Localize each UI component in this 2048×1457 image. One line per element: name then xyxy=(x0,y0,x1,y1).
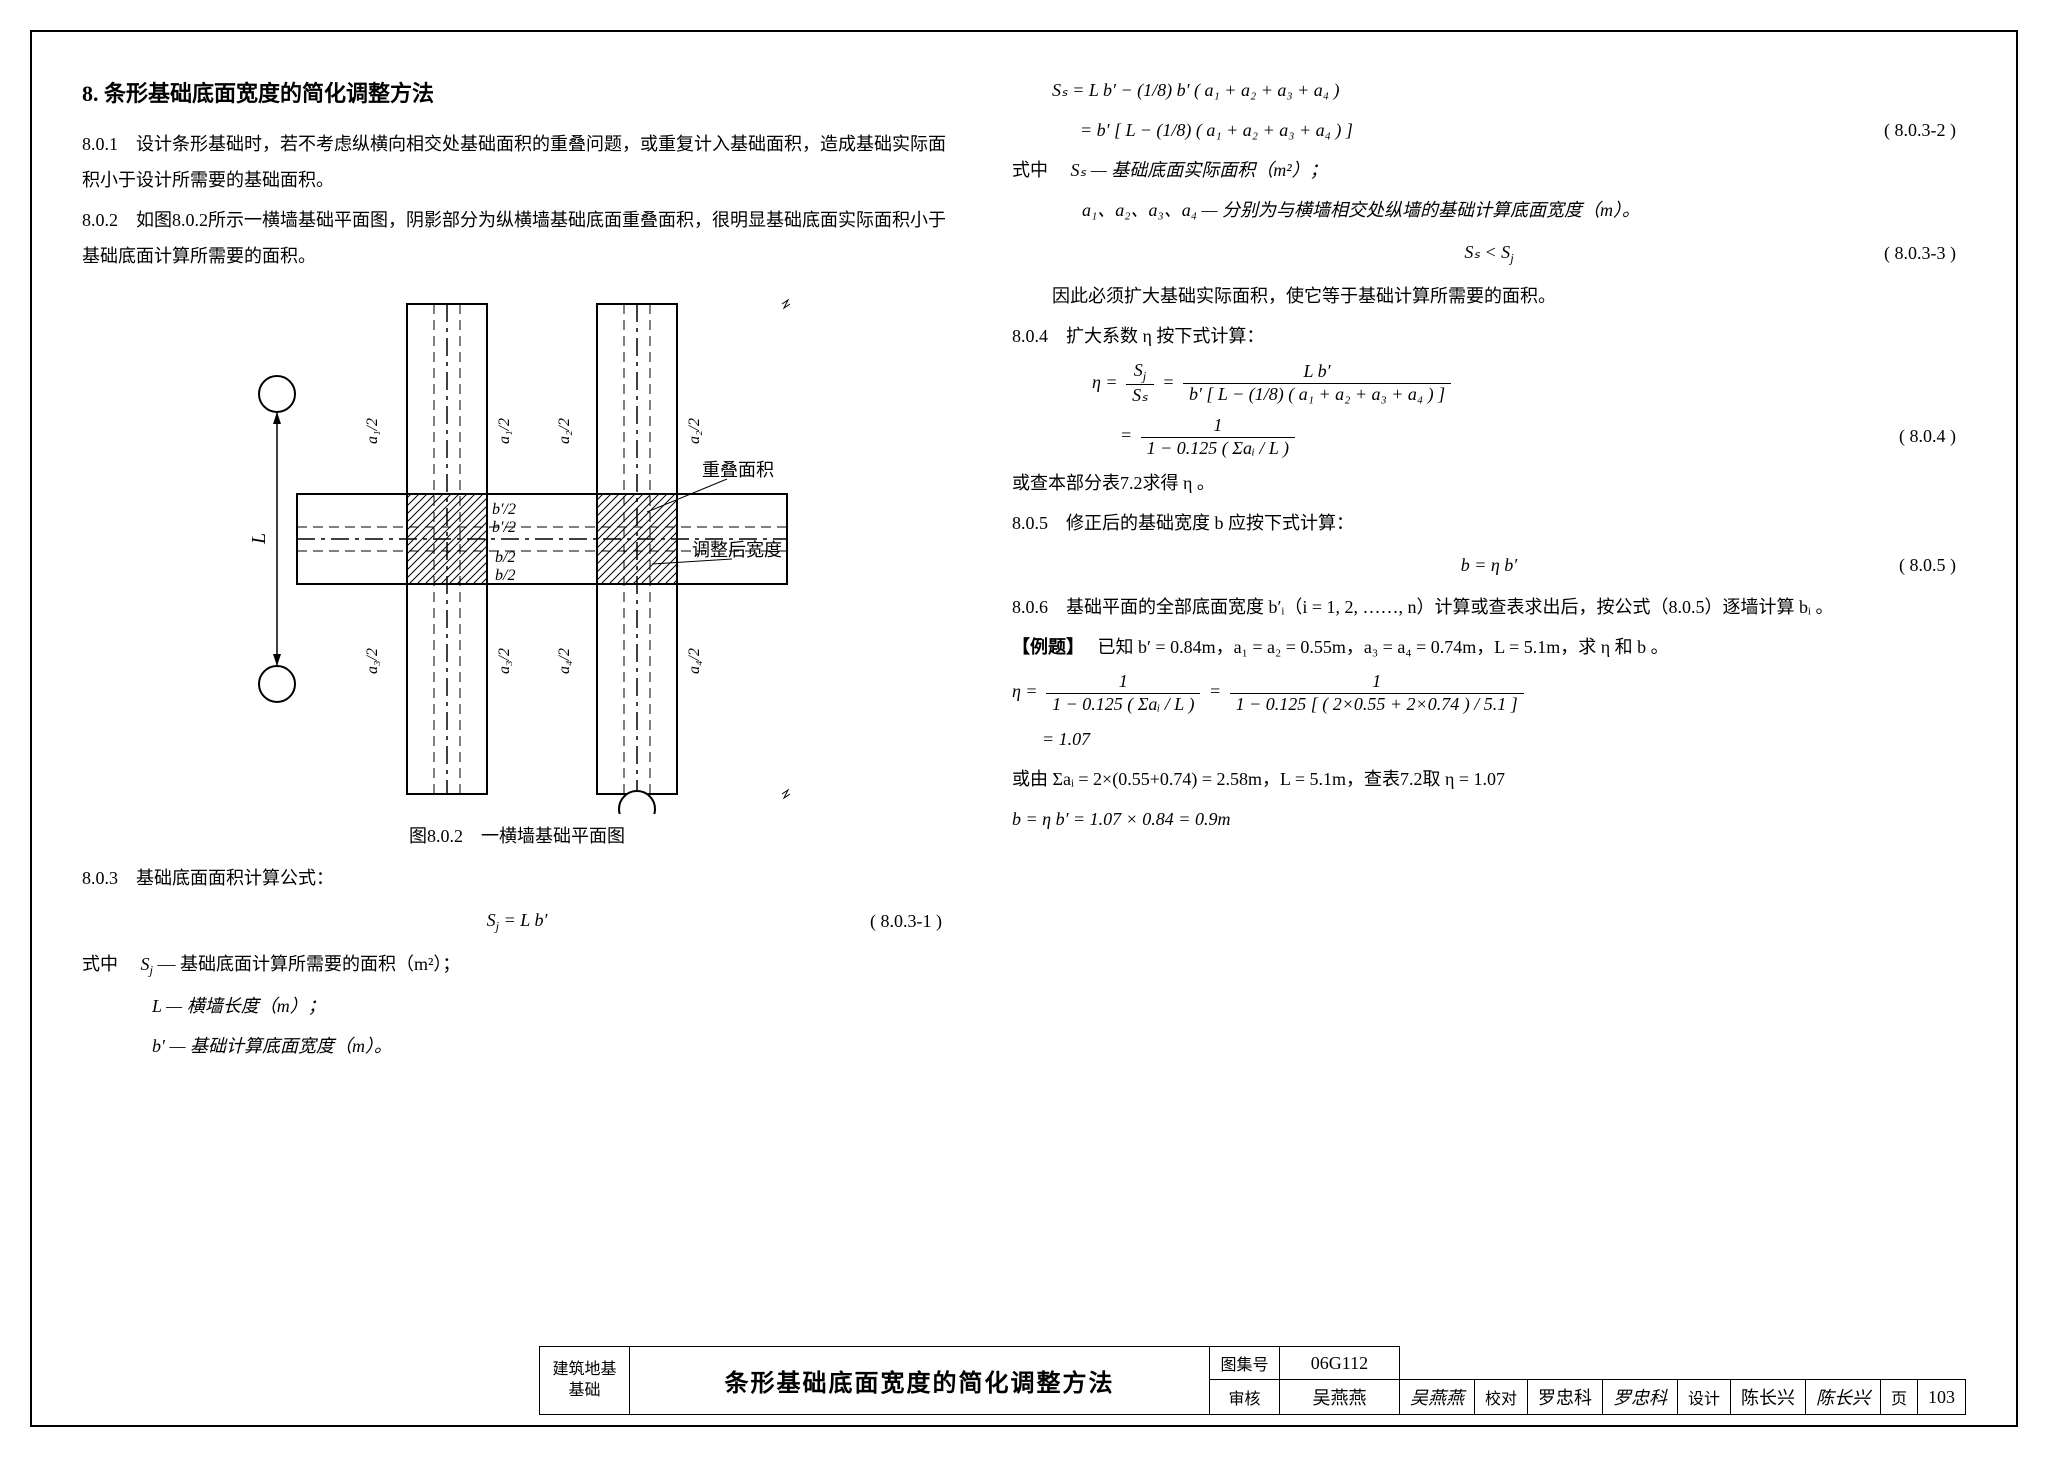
svg-text:b/2: b/2 xyxy=(495,549,515,566)
tb-reviewer-sig: 吴燕燕 xyxy=(1399,1380,1474,1415)
title-block: 建筑地基基础 条形基础底面宽度的简化调整方法 图集号 06G112 审核 吴燕燕… xyxy=(539,1346,1966,1415)
example-alt: 或由 Σaᵢ = 2×(0.55+0.74) = 2.58m，L = 5.1m，… xyxy=(1012,761,1966,797)
lookup-note: 或查本部分表7.2求得 η 。 xyxy=(1012,465,1966,501)
equation-8-0-4: η = Sj Sₛ = L b′ b′ [ L − (1/8) ( a₁ + a… xyxy=(1012,360,1966,407)
page-frame: 8. 条形基础底面宽度的简化调整方法 8.0.1 设计条形基础时，若不考虑纵横向… xyxy=(30,30,2018,1427)
svg-text:a₄/2: a₄/2 xyxy=(686,648,703,674)
tb-atlas-label: 图集号 xyxy=(1209,1347,1279,1380)
svg-text:a₂/2: a₂/2 xyxy=(686,418,703,444)
tb-design-label: 设计 xyxy=(1677,1380,1730,1415)
label-adjusted: 调整后宽度 xyxy=(692,540,782,560)
tb-atlas-no: 06G112 xyxy=(1279,1347,1399,1380)
label-overlap: 重叠面积 xyxy=(702,460,774,480)
svg-text:a₁/2: a₁/2 xyxy=(496,418,513,444)
where-ss: 式中 Sₛ — 基础底面实际面积（m²）； xyxy=(1012,152,1966,188)
section-heading: 8. 条形基础底面宽度的简化调整方法 xyxy=(82,72,952,116)
two-column-layout: 8. 条形基础底面宽度的简化调整方法 8.0.1 设计条形基础时，若不考虑纵横向… xyxy=(82,72,1966,1302)
clause-8-0-1: 8.0.1 设计条形基础时，若不考虑纵横向相交处基础面积的重叠问题，或重复计入基… xyxy=(82,126,952,198)
svg-text:a₁/2: a₁/2 xyxy=(364,418,381,444)
right-column: Sₛ = L b′ − (1/8) b′ ( a₁ + a₂ + a₃ + a₄… xyxy=(1012,72,1966,1302)
example-b: b = η b′ = 1.07 × 0.84 = 0.9m xyxy=(1012,801,1966,837)
tb-main-title: 条形基础底面宽度的简化调整方法 xyxy=(629,1347,1209,1415)
where-bprime: b′ — 基础计算底面宽度（m）。 xyxy=(152,1028,952,1064)
eq-8-0-3-2-line1: Sₛ = L b′ − (1/8) b′ ( a₁ + a₂ + a₃ + a₄… xyxy=(1052,72,1966,108)
left-column: 8. 条形基础底面宽度的简化调整方法 8.0.1 设计条形基础时，若不考虑纵横向… xyxy=(82,72,952,1302)
svg-text:a₄/2: a₄/2 xyxy=(556,648,573,674)
tb-page-no: 103 xyxy=(1918,1380,1966,1415)
where-ai: a₁、a₂、a₃、a₄ — 分别为与横墙相交处纵墙的基础计算底面宽度（m）。 xyxy=(1082,192,1966,228)
tb-category: 建筑地基基础 xyxy=(539,1347,629,1415)
section-number: 8. xyxy=(82,81,99,106)
clause-8-0-3-lead: 8.0.3 基础底面面积计算公式： xyxy=(82,860,952,896)
figure-caption: 图8.0.2 一横墙基础平面图 xyxy=(237,818,797,854)
clause-8-0-6: 8.0.6 基础平面的全部底面宽度 b′ᵢ（i = 1, 2, ……, n）计算… xyxy=(1012,589,1966,625)
example-eta-result: = 1.07 xyxy=(1012,721,1966,757)
svg-text:b/2: b/2 xyxy=(495,567,515,584)
example: 【例题】 已知 b′ = 0.84m，a₁ = a₂ = 0.55m，a₃ = … xyxy=(1012,629,1966,665)
eq-8-0-3-2-line2: = b′ [ L − (1/8) ( a₁ + a₂ + a₃ + a₄ ) ]… xyxy=(1012,112,1966,148)
eq-number: ( 8.0.5 ) xyxy=(1899,547,1956,583)
tb-page-label: 页 xyxy=(1880,1380,1917,1415)
equation-8-0-4-cont: = 1 1 − 0.125 ( Σaᵢ / L ) ( 8.0.4 ) xyxy=(1012,415,1966,459)
tb-reviewer: 吴燕燕 xyxy=(1279,1380,1399,1415)
where-L: L — 横墙长度（m）； xyxy=(152,988,952,1024)
figure-8-0-2: L a₁/2 a₁/2 a₂/2 a₂/2 a₃/2 a₃/2 a₄/2 a₄/… xyxy=(237,284,797,854)
section-title-text: 条形基础底面宽度的简化调整方法 xyxy=(104,81,434,106)
tb-checker: 罗忠科 xyxy=(1527,1380,1602,1415)
example-eta-calc: η = 1 1 − 0.125 ( Σaᵢ / L ) = 1 1 − 0.12… xyxy=(1012,671,1966,715)
eq-number: ( 8.0.3-1 ) xyxy=(870,903,942,939)
tb-checker-sig: 罗忠科 xyxy=(1602,1380,1677,1415)
svg-text:b′/2: b′/2 xyxy=(492,501,516,518)
tb-review-label: 审核 xyxy=(1209,1380,1279,1415)
clause-8-0-4-lead: 8.0.4 扩大系数 η 按下式计算： xyxy=(1012,318,1966,354)
equation-8-0-5: b = η b′ ( 8.0.5 ) xyxy=(1012,547,1966,583)
where-block: 式中 Sj — 基础底面计算所需要的面积（m²）； xyxy=(82,946,952,984)
foundation-plan-diagram: L a₁/2 a₁/2 a₂/2 a₂/2 a₃/2 a₃/2 a₄/2 a₄/… xyxy=(237,284,797,814)
clause-8-0-5-lead: 8.0.5 修正后的基础宽度 b 应按下式计算： xyxy=(1012,505,1966,541)
tb-check-label: 校对 xyxy=(1474,1380,1527,1415)
equation-8-0-3-3: Sₛ < Sj ( 8.0.3-3 ) xyxy=(1012,234,1966,272)
svg-text:b′/2: b′/2 xyxy=(492,519,516,536)
equation-8-0-3-1: Sj = L b′ ( 8.0.3-1 ) xyxy=(82,902,952,940)
eq-number: ( 8.0.4 ) xyxy=(1899,426,1956,448)
tb-designer: 陈长兴 xyxy=(1730,1380,1805,1415)
svg-text:a₃/2: a₃/2 xyxy=(496,648,513,674)
tb-designer-sig: 陈长兴 xyxy=(1805,1380,1880,1415)
dim-L: L xyxy=(248,533,270,545)
eq-number: ( 8.0.3-3 ) xyxy=(1884,235,1956,271)
svg-text:a₃/2: a₃/2 xyxy=(364,648,381,674)
svg-text:a₂/2: a₂/2 xyxy=(556,418,573,444)
expand-note: 因此必须扩大基础实际面积，使它等于基础计算所需要的面积。 xyxy=(1052,278,1966,314)
clause-8-0-2: 8.0.2 如图8.0.2所示一横墙基础平面图，阴影部分为纵横墙基础底面重叠面积… xyxy=(82,202,952,274)
eq-number: ( 8.0.3-2 ) xyxy=(1884,112,1956,148)
